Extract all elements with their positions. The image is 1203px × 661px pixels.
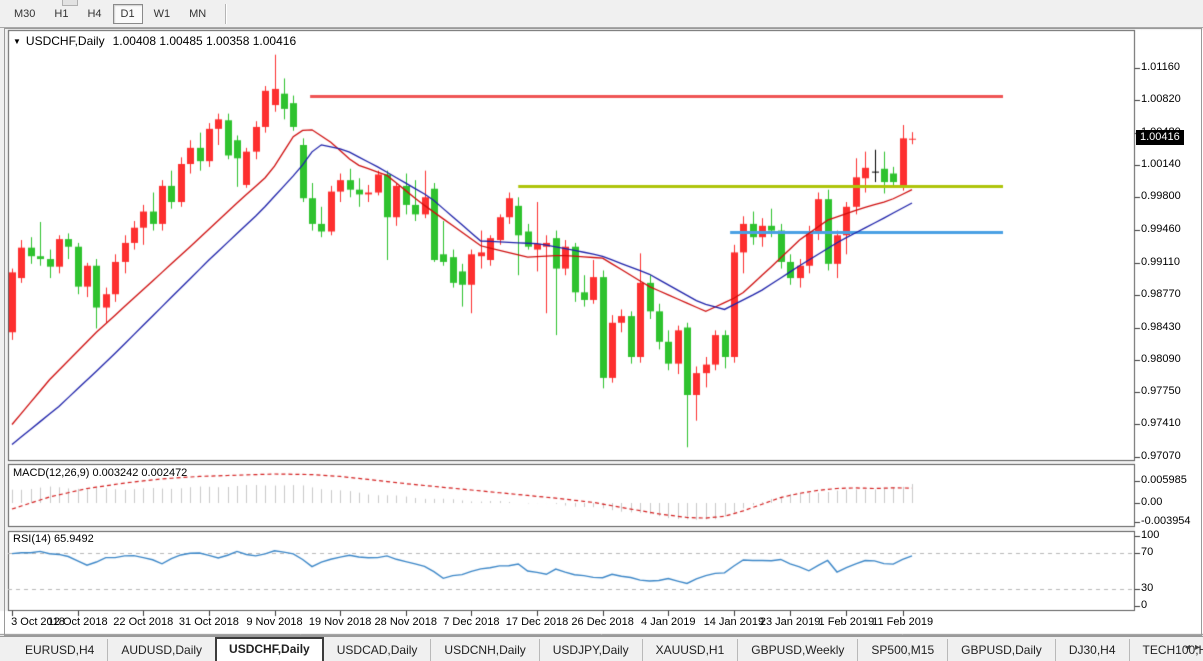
price-axis-label: 0.98090 — [1141, 353, 1181, 365]
price-axis-label: 0.98430 — [1141, 321, 1181, 333]
price-axis-label: 1.00820 — [1141, 93, 1181, 105]
timeframe-toolbar: M30 H1 H4 D1 W1 MN — [0, 0, 1203, 28]
rsi-value: 65.9492 — [53, 533, 94, 545]
scroll-right-icon[interactable]: ▸ — [1194, 642, 1200, 653]
symbol-tab-USDCHF-Daily[interactable]: USDCHF,Daily — [215, 637, 324, 661]
date-axis-label: 3 Oct 2018 — [11, 616, 65, 628]
rsi-axis-label: 70 — [1141, 546, 1154, 558]
timeframe-button-H4[interactable]: H4 — [87, 7, 102, 20]
chart-symbol-label: USDCHF,Daily — [25, 34, 105, 48]
symbol-tab-USDJPY-Daily[interactable]: USDJPY,Daily — [538, 639, 642, 661]
chevron-down-icon[interactable]: ▼ — [13, 37, 21, 46]
rsi-name: RSI(14) — [13, 533, 51, 545]
chart-ohlc-values: 1.00408 1.00485 1.00358 1.00416 — [112, 34, 297, 48]
symbol-tab-USDCNH-Daily[interactable]: USDCNH,Daily — [430, 639, 538, 661]
price-axis-label: 0.99800 — [1141, 190, 1181, 202]
symbol-tabbar: EURUSD,H4 AUDUSD,Daily USDCHF,Daily USDCAD,… — [0, 636, 1203, 661]
symbol-tab-GBPUSD-Weekly[interactable]: GBPUSD,Weekly — [737, 639, 857, 661]
date-axis-label: 31 Oct 2018 — [178, 616, 239, 628]
macd-axis-label: -0.003954 — [1141, 515, 1191, 527]
price-axis-label: 0.97410 — [1141, 417, 1181, 429]
price-axis-label: 0.99460 — [1141, 223, 1181, 235]
date-axis-label: 17 Dec 2018 — [505, 616, 569, 628]
date-axis-label: 19 Nov 2018 — [308, 616, 372, 628]
date-axis-label: 12 Oct 2018 — [47, 616, 108, 628]
scroll-left-icon[interactable]: ◂ — [1184, 642, 1190, 653]
date-axis-label: 22 Oct 2018 — [113, 616, 174, 628]
toolbar-separator — [225, 3, 228, 24]
symbol-tab-GBPUSD-Daily[interactable]: GBPUSD,Daily — [947, 639, 1055, 661]
price-axis-label: 0.97750 — [1141, 385, 1181, 397]
splitter-handle[interactable] — [62, 0, 78, 6]
date-axis-label: 4 Jan 2019 — [641, 616, 696, 628]
rsi-indicator-label: RSI(14) 65.9492 — [13, 533, 94, 545]
price-axis-label: 0.99110 — [1141, 256, 1180, 268]
symbol-tab-XAUUSD-H1[interactable]: XAUUSD,H1 — [641, 639, 738, 661]
timeframe-button-D1[interactable]: D1 — [112, 3, 143, 24]
symbol-tab-SP500-M15[interactable]: SP500,M15 — [857, 639, 947, 661]
macd-axis-label: 0.005985 — [1141, 474, 1187, 486]
date-axis-label: 26 Dec 2018 — [571, 616, 634, 628]
macd-axis-label: 0.00 — [1141, 496, 1163, 508]
date-axis-label: 11 Feb 2019 — [872, 616, 934, 628]
timeframe-button-H1[interactable]: H1 — [54, 7, 69, 20]
macd-values: 0.003242 0.002472 — [92, 467, 188, 479]
macd-indicator-label: MACD(12,26,9) 0.003242 0.002472 — [13, 467, 187, 479]
timeframe-button-MN[interactable]: MN — [189, 7, 207, 20]
symbol-tab-EURUSD-H4[interactable]: EURUSD,H4 — [25, 643, 95, 657]
date-axis-label: 1 Feb 2019 — [818, 616, 875, 628]
macd-name: MACD(12,26,9) — [13, 467, 90, 479]
timeframe-buttons: M30 H1 H4 D1 W1 MN — [6, 3, 217, 24]
date-axis-label: 7 Dec 2018 — [443, 616, 500, 628]
date-axis-label: 9 Nov 2018 — [246, 616, 303, 628]
price-axis-label: 1.00140 — [1141, 158, 1181, 170]
rsi-axis-label: 30 — [1141, 582, 1154, 594]
date-axis-label: 14 Jan 2019 — [703, 616, 765, 628]
symbol-tab-AUDUSD-Daily[interactable]: AUDUSD,Daily — [107, 639, 215, 661]
price-axis-label: 1.01160 — [1141, 61, 1180, 73]
chart-title: ▼ USDCHF,Daily 1.00408 1.00485 1.00358 1.0… — [13, 34, 296, 48]
symbol-tab-USDCAD-Daily[interactable]: USDCAD,Daily — [336, 643, 418, 657]
date-axis-label: 23 Jan 2019 — [759, 616, 821, 628]
price-axis-label: 0.98770 — [1141, 288, 1181, 300]
tab-scroll-arrows: ◂ ▸ — [1180, 642, 1200, 653]
current-price-tag: 1.00416 — [1136, 130, 1184, 145]
rsi-axis-label: 0 — [1141, 599, 1148, 611]
timeframe-button-M30[interactable]: M30 — [14, 7, 36, 20]
symbol-tab-DJ30-H4[interactable]: DJ30,H4 — [1054, 639, 1129, 661]
symbol-tab-TECH100-H1[interactable]: TECH100,H1 — [1128, 639, 1203, 661]
price-axis-label: 0.97070 — [1141, 450, 1181, 462]
timeframe-button-W1[interactable]: W1 — [153, 7, 171, 20]
rsi-axis-label: 100 — [1141, 529, 1160, 541]
date-axis-label: 28 Nov 2018 — [374, 616, 437, 628]
